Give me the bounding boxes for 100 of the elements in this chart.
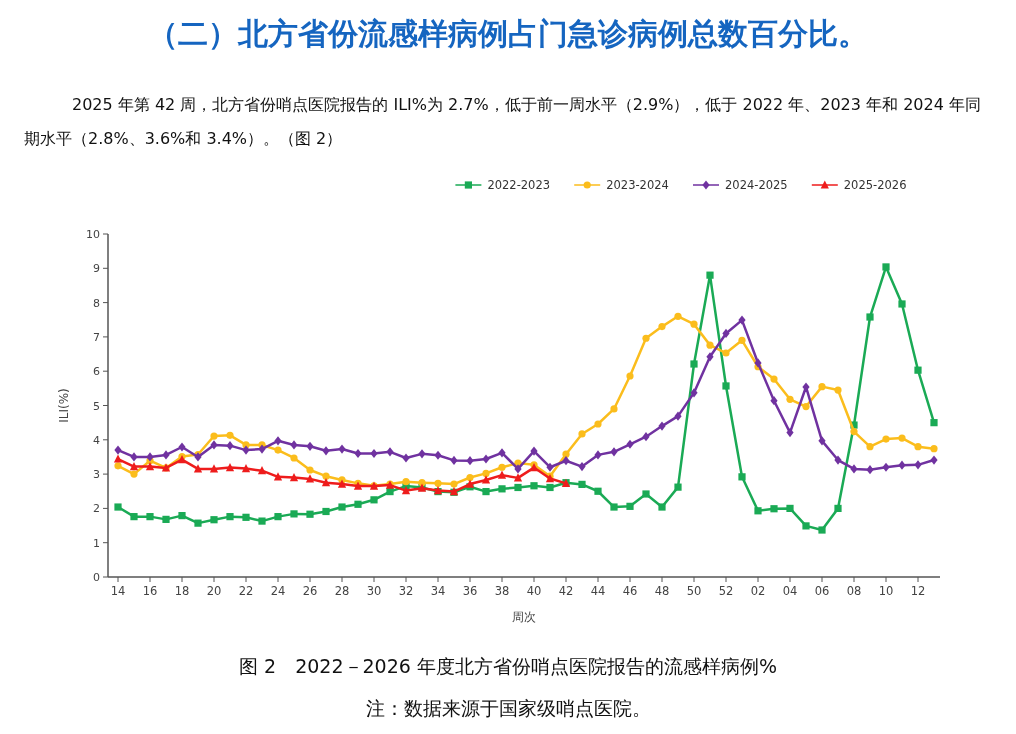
point xyxy=(562,450,570,458)
x-tick-label: 06 xyxy=(814,584,830,598)
point xyxy=(914,366,922,374)
point xyxy=(578,461,586,472)
point xyxy=(930,445,938,453)
point xyxy=(306,466,314,474)
x-tick-label: 24 xyxy=(270,584,286,598)
point xyxy=(898,460,906,470)
point xyxy=(322,446,330,456)
point xyxy=(530,482,538,490)
point xyxy=(530,446,538,456)
point xyxy=(818,383,826,391)
point xyxy=(578,480,586,488)
point xyxy=(546,483,554,492)
point xyxy=(386,447,394,457)
point xyxy=(514,483,522,492)
point xyxy=(770,396,778,406)
point xyxy=(434,479,442,487)
point xyxy=(818,526,826,534)
point xyxy=(482,469,490,478)
point xyxy=(706,352,714,362)
point xyxy=(706,341,714,349)
point xyxy=(578,430,586,438)
point xyxy=(193,464,203,473)
point xyxy=(626,439,634,449)
point xyxy=(386,487,394,496)
point xyxy=(450,480,458,488)
point xyxy=(594,487,602,495)
x-tick-label: 20 xyxy=(206,584,222,598)
point xyxy=(802,402,810,411)
point xyxy=(770,375,778,383)
point xyxy=(322,472,330,480)
legend-label: 2025-2026 xyxy=(843,178,907,192)
point xyxy=(242,513,250,521)
point xyxy=(482,454,490,464)
point xyxy=(642,334,650,342)
chart-subtitle: 2025 年第 42 周，北方省份哨点医院报告的 ILI%为 2.7%，低于前一周水平（2.9%），低于 2022 年、2023 年和 2024 年同期水平（2.8%、3.6%和 3.4%）。（图 2） xyxy=(24,94,982,150)
y-tick-label: 10 xyxy=(86,228,100,241)
x-tick-label: 42 xyxy=(558,584,574,598)
point xyxy=(306,510,314,518)
point xyxy=(146,452,154,462)
point xyxy=(594,450,602,460)
x-tick-label: 08 xyxy=(846,584,862,598)
point xyxy=(338,444,346,454)
point xyxy=(273,472,283,481)
y-tick-label: 9 xyxy=(93,262,100,276)
x-tick-label: 46 xyxy=(622,584,638,598)
point xyxy=(337,479,347,488)
point xyxy=(834,455,842,465)
point xyxy=(626,502,634,510)
point xyxy=(226,431,234,439)
point xyxy=(178,512,186,520)
point xyxy=(866,313,874,321)
point xyxy=(866,465,874,475)
point xyxy=(706,271,714,279)
point xyxy=(146,513,154,521)
point xyxy=(338,503,346,511)
point xyxy=(690,388,698,398)
point xyxy=(834,504,842,512)
point xyxy=(289,472,299,482)
y-tick-label: 4 xyxy=(93,433,100,447)
point xyxy=(802,522,810,530)
y-tick-label: 3 xyxy=(93,468,100,482)
point xyxy=(209,464,219,473)
point xyxy=(738,315,746,325)
point xyxy=(194,519,202,527)
point xyxy=(850,427,858,436)
x-tick-label: 28 xyxy=(334,584,350,598)
point xyxy=(257,466,267,475)
x-tick-label: 26 xyxy=(302,584,318,598)
point xyxy=(258,444,266,454)
point xyxy=(290,440,298,450)
point xyxy=(674,312,682,320)
point xyxy=(290,454,298,462)
point xyxy=(130,513,138,521)
point xyxy=(130,452,138,462)
point xyxy=(658,323,666,331)
point xyxy=(610,503,618,511)
point xyxy=(754,358,762,368)
point xyxy=(834,386,842,394)
point xyxy=(738,336,746,344)
point xyxy=(226,513,234,521)
point xyxy=(738,473,746,481)
point xyxy=(450,455,458,465)
point xyxy=(162,450,170,460)
point xyxy=(402,453,410,463)
point xyxy=(305,474,315,483)
point xyxy=(274,513,282,521)
chart-title: （二）北方省份流感样病例占门急诊病例总数百分比。 xyxy=(147,15,869,53)
point xyxy=(466,456,474,466)
point xyxy=(626,372,634,380)
point xyxy=(178,442,186,452)
point xyxy=(370,496,378,504)
point xyxy=(274,446,282,454)
point xyxy=(321,478,331,487)
point xyxy=(210,432,218,440)
x-tick-label: 10 xyxy=(878,584,894,598)
point xyxy=(818,436,826,446)
point xyxy=(722,382,730,390)
point xyxy=(481,475,491,484)
